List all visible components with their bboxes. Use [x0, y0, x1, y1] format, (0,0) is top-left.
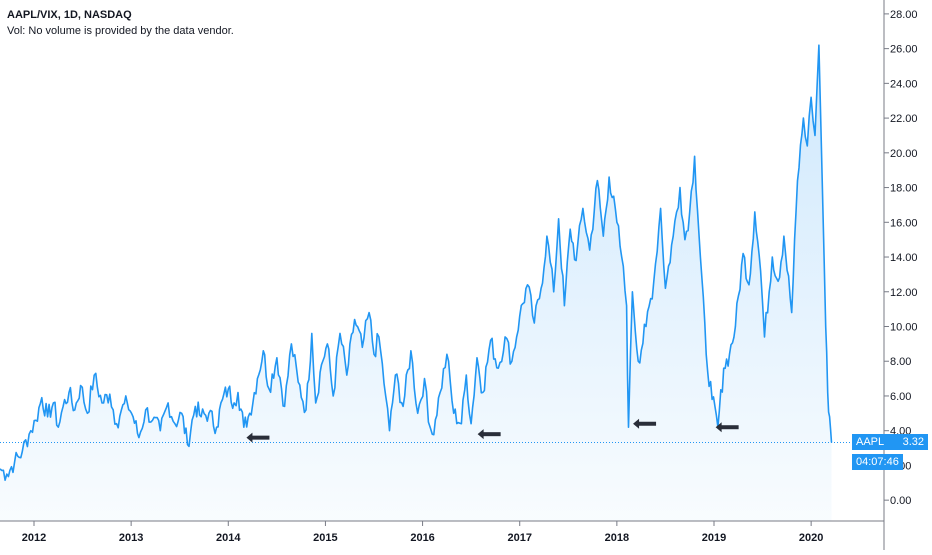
x-tick-label: 2019: [702, 532, 726, 544]
y-tick-label: 16.00: [890, 217, 918, 229]
x-tick-label: 2014: [216, 532, 241, 544]
x-tick-label: 2013: [119, 532, 143, 544]
y-tick-label: 6.00: [890, 391, 911, 403]
y-tick-label: 8.00: [890, 356, 911, 368]
y-tick-label: 24.00: [890, 78, 918, 90]
arrow-left-icon[interactable]: [477, 429, 501, 440]
chart-legend: AAPL/VIX, 1D, NASDAQ Vol: No volume is p…: [7, 7, 234, 39]
last-price-label: AAPL: [856, 436, 885, 448]
y-tick-label: 26.00: [890, 44, 918, 56]
arrow-left-icon[interactable]: [633, 418, 657, 429]
x-tick-label: 2017: [507, 532, 531, 544]
chart-title: AAPL/VIX, 1D, NASDAQ: [7, 9, 132, 21]
y-tick-label: 10.00: [890, 321, 918, 333]
arrow-left-icon[interactable]: [246, 432, 270, 443]
arrow-left-icon[interactable]: [715, 422, 739, 433]
y-tick-label: 20.00: [890, 148, 918, 160]
x-tick-label: 2012: [22, 532, 46, 544]
x-tick-label: 2018: [605, 532, 629, 544]
y-tick-label: 0.00: [890, 495, 911, 507]
x-tick-label: 2020: [799, 532, 823, 544]
chart-subtitle: Vol: No volume is provided by the data v…: [7, 25, 234, 37]
last-price-value: 3.32: [902, 436, 924, 448]
y-tick-label: 28.00: [890, 9, 918, 21]
last-price-badge: AAPL 3.32: [852, 434, 928, 450]
x-tick-label: 2015: [313, 532, 337, 544]
x-tick-label: 2016: [410, 532, 434, 544]
series-area-aapl: [0, 45, 832, 521]
series-line-aapl[interactable]: [0, 44, 833, 481]
y-tick-label: 12.00: [890, 287, 918, 299]
y-tick-label: 22.00: [890, 113, 918, 125]
bar-timer-badge: 04:07:46: [852, 454, 903, 470]
y-tick-label: 14.00: [890, 252, 918, 264]
y-tick-label: 18.00: [890, 183, 918, 195]
